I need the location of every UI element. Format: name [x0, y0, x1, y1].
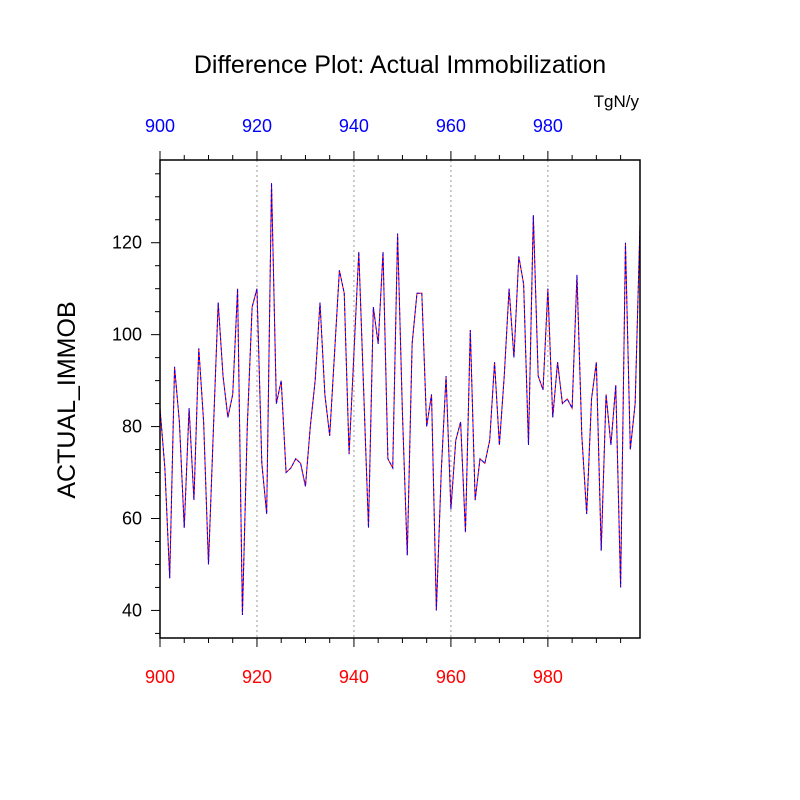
chart-title: Difference Plot: Actual Immobilization [194, 51, 606, 79]
series-line-a [159, 182, 641, 616]
y-tick-label: 40 [122, 600, 142, 620]
x-tick-label-bottom: 920 [242, 667, 272, 687]
y-axis-label: ACTUAL_IMMOB [53, 301, 81, 498]
x-tick-label-bottom: 940 [339, 667, 369, 687]
units-label: TgN/y [594, 92, 640, 111]
x-tick-label-bottom: 960 [436, 667, 466, 687]
x-tick-label-top: 960 [436, 116, 466, 136]
x-tick-label-bottom: 900 [145, 667, 175, 687]
x-tick-label-bottom: 980 [533, 667, 563, 687]
x-tick-label-top: 940 [339, 116, 369, 136]
y-tick-label: 60 [122, 509, 142, 529]
x-tick-label-top: 920 [242, 116, 272, 136]
plot-frame [159, 159, 641, 639]
y-tick-label: 80 [122, 417, 142, 437]
y-tick-label: 120 [112, 233, 142, 253]
axes [151, 151, 622, 647]
tick-labels: 900 900 920 920 940 940 960 960 980 980 40 60 80 100 1… [112, 116, 563, 687]
x-tick-label-top: 980 [533, 116, 563, 136]
data-series [159, 182, 641, 616]
x-tick-label-top: 900 [145, 116, 175, 136]
y-tick-label: 100 [112, 325, 142, 345]
